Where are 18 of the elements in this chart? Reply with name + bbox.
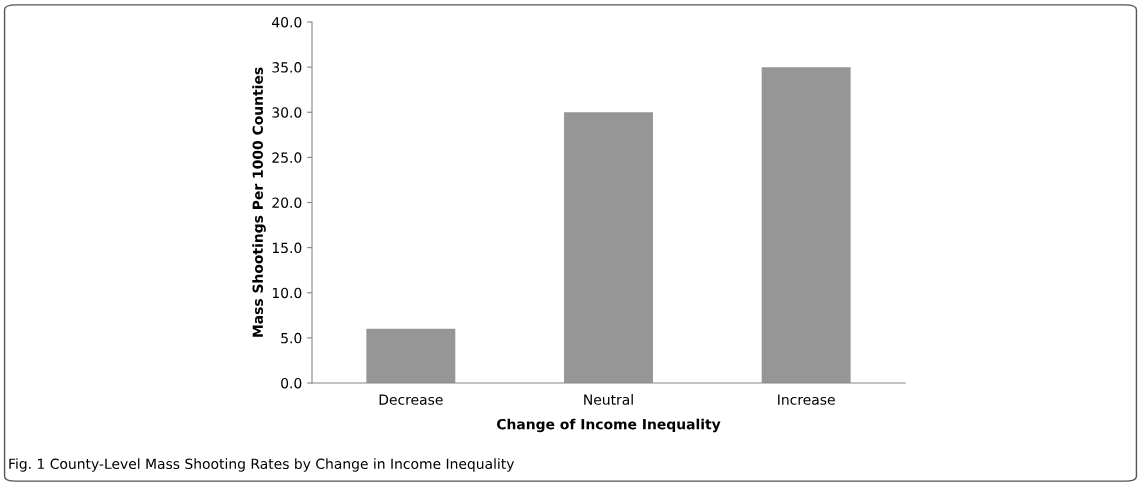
y-tick-label: 25.0	[272, 152, 302, 163]
y-tick-label: 40.0	[272, 16, 302, 28]
x-tick-label: Increase	[778, 394, 835, 405]
y-tick-label: 5.0	[281, 332, 302, 344]
y-axis-title: Mass Shootings Per 1000 Counties	[252, 67, 266, 337]
caption: Fig. 1 County-Level Mass Shooting Rates by Change in Income Inequality	[9, 458, 515, 472]
y-tick-label: 30.0	[272, 107, 302, 118]
x-tick-label: Neutral	[584, 394, 633, 405]
bar	[564, 112, 653, 383]
y-tick-label: 0.0	[281, 377, 302, 389]
bar	[366, 328, 456, 383]
x-axis-title: Change of Income Inequality	[496, 418, 721, 433]
y-tick-label: 35.0	[272, 62, 302, 73]
x-tick-label: Decrease	[379, 394, 443, 405]
y-tick-label: 20.0	[272, 197, 302, 208]
y-tick-label: 10.0	[272, 287, 302, 299]
y-tick-label: 15.0	[272, 242, 302, 254]
bar	[761, 67, 851, 383]
